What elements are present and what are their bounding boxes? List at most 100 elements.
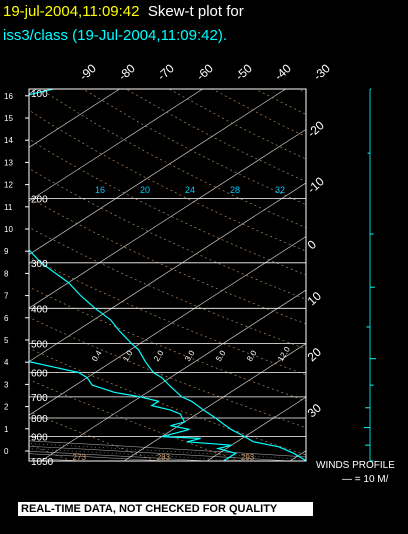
- winds-profile-label: WINDS PROFILE: [316, 460, 395, 471]
- dry-adiabat-line: [29, 316, 306, 429]
- dewpoint-trace: [29, 360, 238, 461]
- traces-layer: [29, 89, 306, 461]
- pressure-tick-label: 700: [31, 393, 48, 404]
- isotherm-line: [29, 182, 306, 363]
- height-tick-label: 4: [4, 358, 9, 367]
- right-temperature-label: 10: [305, 289, 325, 309]
- theta-label: 283: [157, 453, 171, 462]
- dry-adiabat-line: [29, 138, 306, 276]
- moist-label: 0.4: [90, 348, 104, 363]
- top-temperature-label: -60: [194, 61, 216, 83]
- height-tick-label: 14: [4, 136, 13, 145]
- axes-layer: 1002003004005006007008009001050161514131…: [4, 61, 333, 468]
- right-temperature-label: 0: [305, 237, 320, 252]
- dry-adiabat-line: [29, 286, 306, 402]
- chart-subtitle: iss3/class (19-Jul-2004,11:09:42).: [3, 27, 228, 44]
- dry-adiabat-line: [254, 89, 306, 115]
- wind-profile: [364, 88, 376, 462]
- height-tick-label: 12: [4, 181, 13, 190]
- pressure-tick-label: 800: [31, 414, 48, 425]
- height-tick-label: 15: [4, 114, 13, 123]
- moist-label: 1.0: [121, 348, 135, 363]
- height-tick-label: 2: [4, 403, 9, 412]
- dry-adiabat-line: [39, 89, 306, 229]
- right-temperature-label: 30: [305, 401, 325, 421]
- dry-adiabat-line: [29, 347, 306, 456]
- dry-adiabat-line: [29, 109, 306, 252]
- pressure-tick-label: 900: [31, 433, 48, 444]
- isotherm-line: [29, 89, 286, 255]
- dry-adiabat-line: [168, 89, 306, 160]
- temperature-trace: [29, 89, 306, 461]
- moist-label: 2.0: [152, 348, 166, 363]
- isotherm-line: [206, 396, 306, 461]
- right-temperature-label: -10: [305, 174, 327, 196]
- isotherm-line: [29, 128, 306, 309]
- isotherm-line: [373, 89, 408, 461]
- dry-adiabat-line: [82, 89, 306, 205]
- mixing-ratio-labels: 16 20 24 28 32 36: [95, 185, 285, 195]
- right-temperature-label: -20: [305, 118, 327, 140]
- height-tick-label: 9: [4, 247, 9, 256]
- pressure-tick-label: 300: [31, 259, 48, 270]
- dry-adiabat-line: [125, 89, 306, 183]
- isotherm-line: [29, 89, 203, 202]
- grid-layer: 2732832933033133233333433533633733833934…: [29, 89, 408, 462]
- dry-adiabat-line: [341, 89, 408, 461]
- height-tick-label: 10: [4, 225, 13, 234]
- top-temperature-label: -70: [155, 61, 177, 83]
- winds-scale-label: — = 10 M/: [342, 474, 389, 485]
- height-tick-label: 5: [4, 336, 9, 345]
- dry-adiabat-line: [29, 197, 306, 325]
- top-temperature-label: -40: [272, 61, 294, 83]
- top-temperature-label: -50: [233, 61, 255, 83]
- moist-label: 8.0: [245, 348, 259, 363]
- plot-border: [28, 88, 307, 462]
- pressure-tick-label: 600: [31, 368, 48, 379]
- title-suffix: Skew-t plot for: [147, 3, 244, 20]
- dry-adiabat-line: [29, 167, 306, 300]
- height-tick-label: 7: [4, 292, 9, 301]
- isotherm-line: [29, 89, 120, 148]
- plot-frame: [28, 88, 307, 462]
- mixing-ratio-label: 20: [140, 185, 150, 195]
- dry-adiabat-line: [29, 226, 306, 350]
- isotherm-line: [29, 236, 306, 416]
- moist-labels: 0.4 1.0 2.0 3.0 5.0 8.0 12.0: [90, 345, 292, 363]
- pressure-tick-label: 1050: [31, 457, 54, 468]
- height-tick-label: 16: [4, 92, 13, 101]
- theta-label: 273: [73, 453, 87, 462]
- theta-label: 293: [241, 453, 255, 462]
- pressure-tick-label: 500: [31, 340, 48, 351]
- mixing-ratio-label: 16: [95, 185, 105, 195]
- mixing-ratio-label: 28: [230, 185, 240, 195]
- chart-title: 19-jul-2004,11:09:42 Skew-t plot for: [3, 3, 244, 20]
- isotherm-line: [289, 450, 306, 461]
- pressure-tick-label: 400: [31, 304, 48, 315]
- dry-adiabat-line: [29, 379, 241, 461]
- mixing-ratio-label: 24: [185, 185, 195, 195]
- quality-disclaimer: REAL-TIME DATA, NOT CHECKED FOR QUALITY: [18, 502, 313, 516]
- height-tick-label: 3: [4, 380, 9, 389]
- dry-adiabat-line: [29, 256, 306, 376]
- isotherm-line: [123, 343, 306, 461]
- height-tick-label: 6: [4, 314, 9, 323]
- isotherm-line: [40, 289, 306, 461]
- right-temperature-label: 20: [305, 345, 325, 365]
- height-tick-label: 1: [4, 425, 9, 434]
- height-tick-label: 0: [4, 447, 9, 456]
- top-temperature-label: -30: [311, 61, 333, 83]
- moist-label: 5.0: [214, 348, 228, 363]
- title-datetime: 19-jul-2004,11:09:42: [3, 3, 140, 20]
- mixing-ratio-label: 32: [275, 185, 285, 195]
- height-tick-label: 13: [4, 158, 13, 167]
- pressure-tick-label: 100: [31, 89, 48, 100]
- pressure-tick-label: 200: [31, 195, 48, 206]
- top-temperature-label: -80: [116, 61, 138, 83]
- top-temperature-label: -90: [77, 61, 99, 83]
- theta-labels: 2732832933033133233333433533633733833934…: [73, 453, 255, 462]
- height-tick-label: 11: [4, 203, 13, 212]
- height-tick-label: 8: [4, 269, 9, 278]
